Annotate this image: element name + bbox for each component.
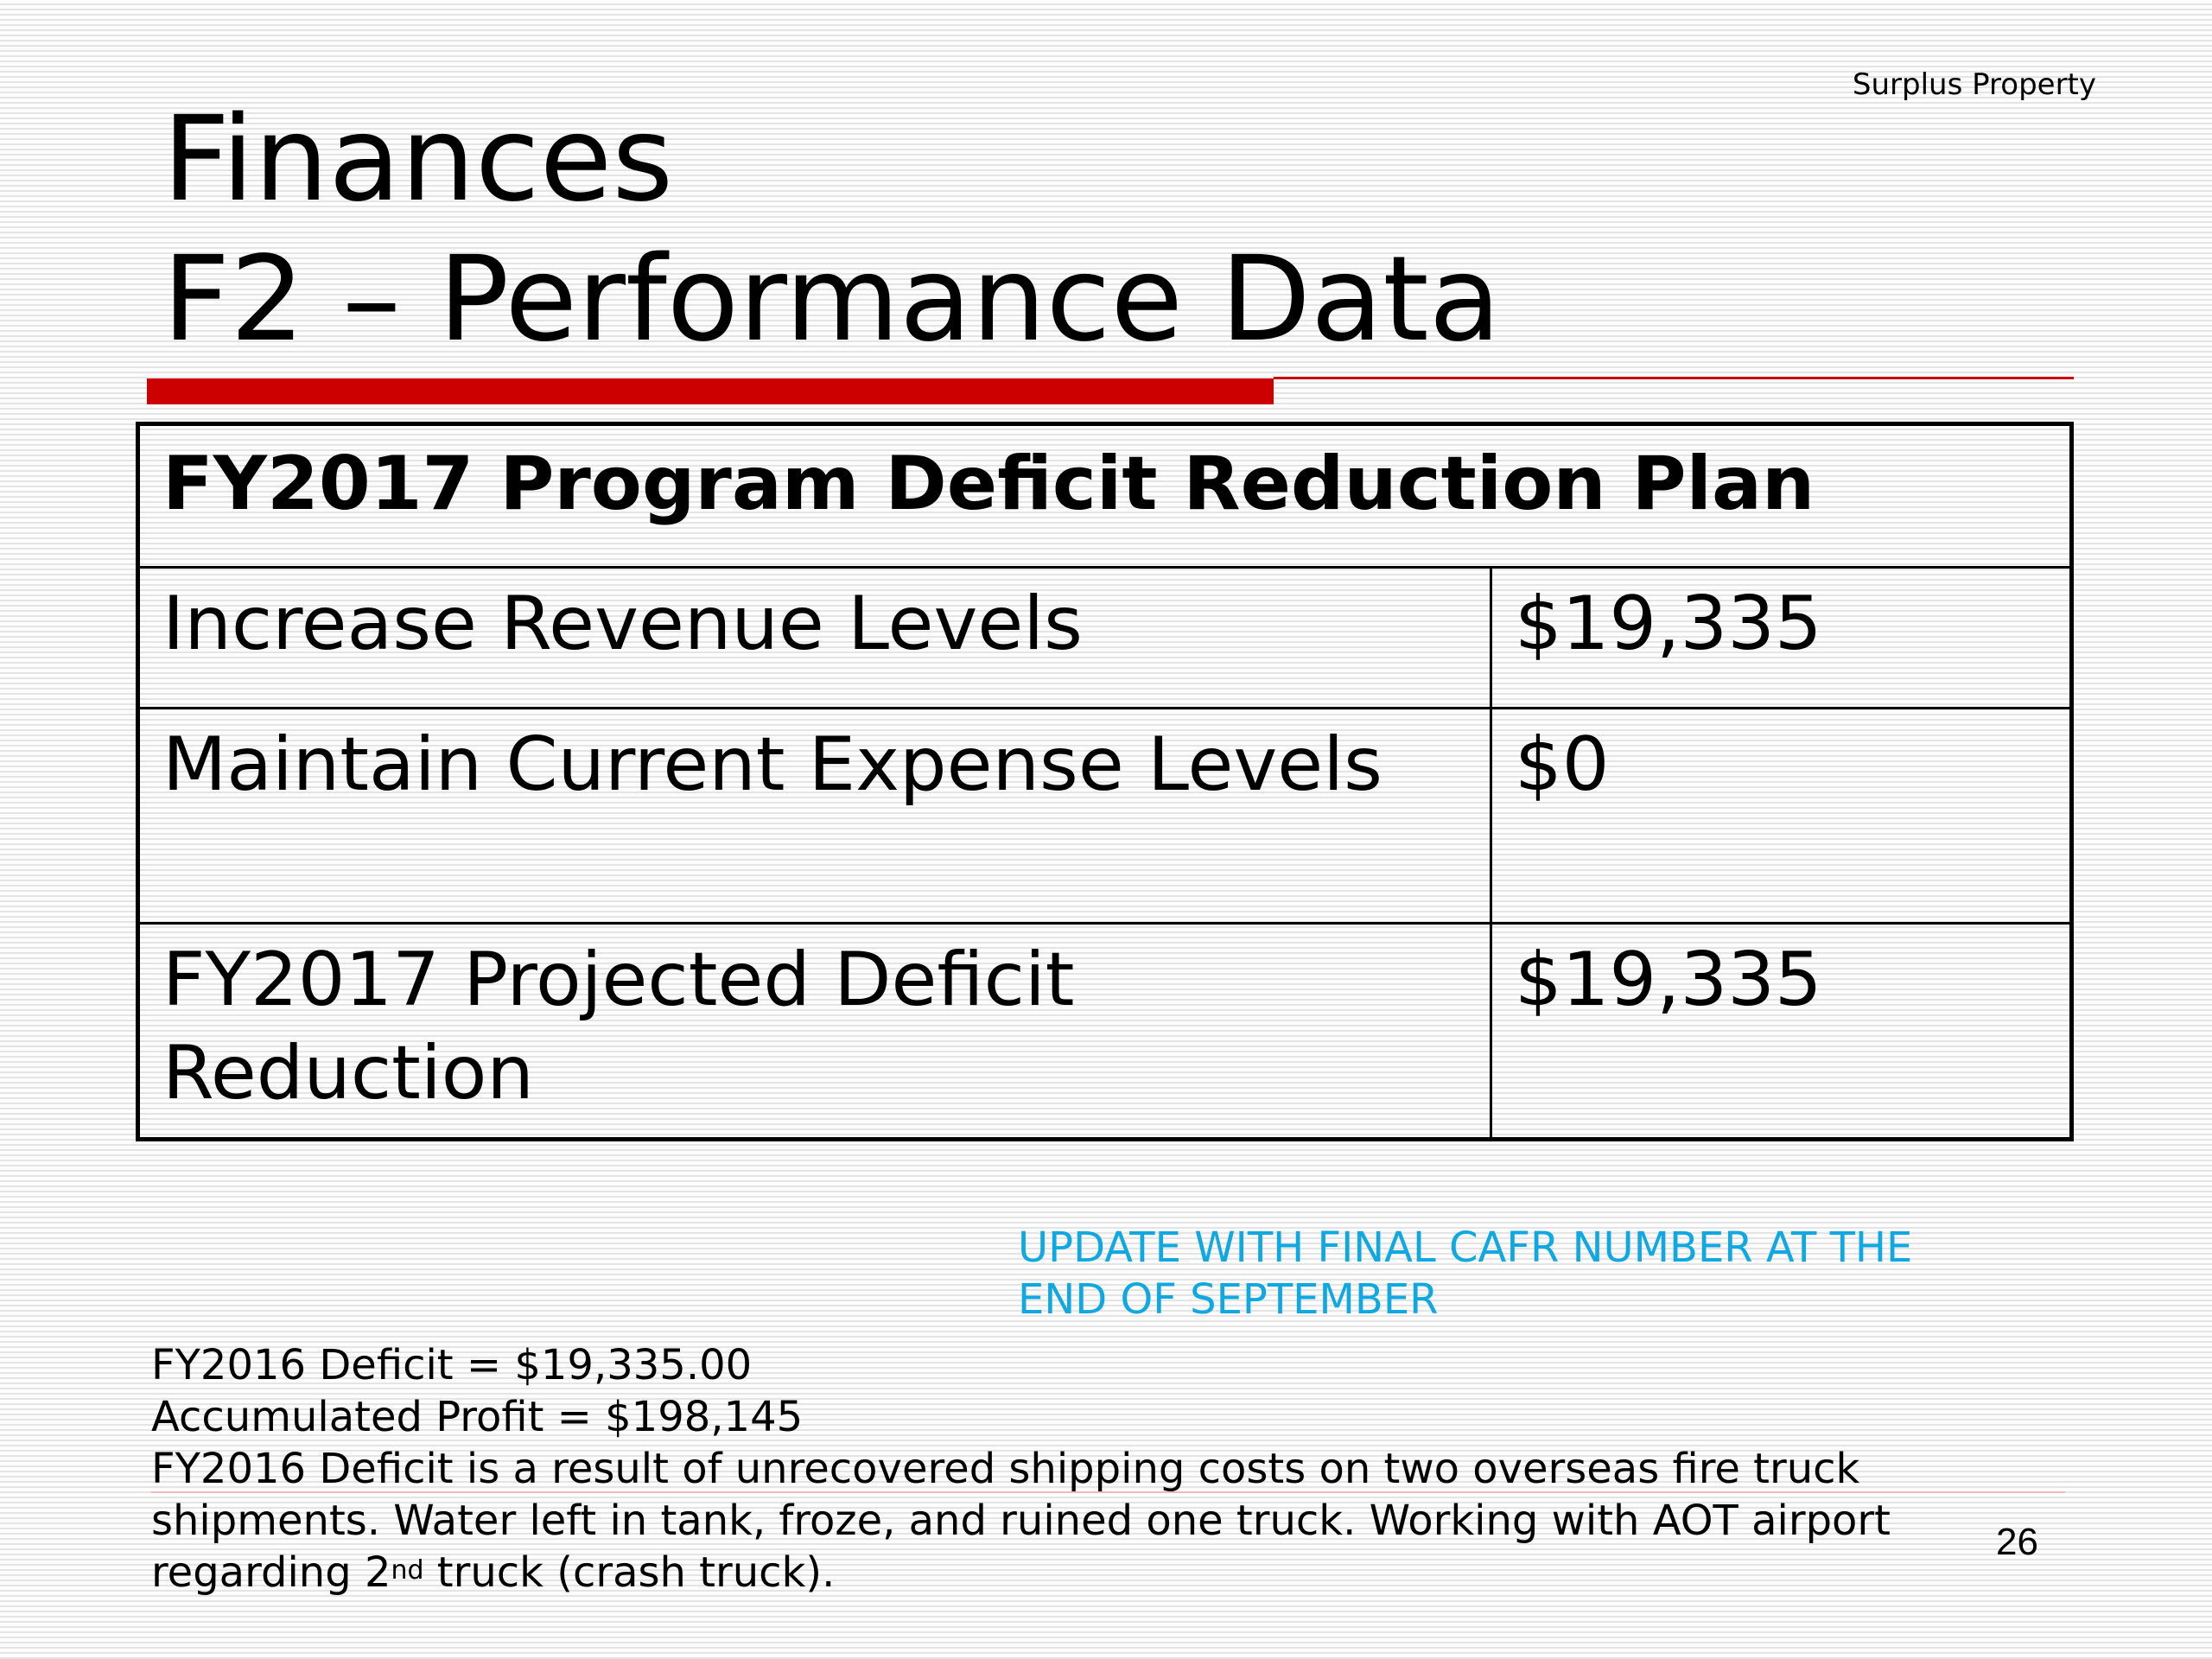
- title-underline-thick: [147, 378, 1274, 404]
- explanation-line-1: FY2016 Deficit is a result of unrecovere…: [151, 1445, 1860, 1493]
- table-heading: FY2017 Program Deficit Reduction Plan: [137, 423, 2073, 569]
- explanation-line-3: regarding 2nd truck (crash truck).: [151, 1547, 2087, 1599]
- deficit-line: FY2016 Deficit = $19,335.00: [151, 1341, 753, 1389]
- explanation-line-3-post: truck (crash truck).: [423, 1548, 836, 1597]
- row-label: Increase Revenue Levels: [137, 566, 1492, 709]
- page-title: Finances F2 – Performance Data: [162, 90, 1501, 370]
- explanation-line-2: shipments. Water left in tank, froze, an…: [151, 1497, 1891, 1545]
- table-row: Maintain Current Expense Levels $0: [137, 707, 2073, 925]
- row-label: Maintain Current Expense Levels: [137, 707, 1492, 925]
- deficit-reduction-table: FY2017 Program Deficit Reduction Plan In…: [136, 422, 2074, 1141]
- row-value: $19,335: [1490, 922, 2073, 1141]
- table-row: FY2017 Projected Deficit Reduction $19,3…: [137, 922, 2073, 1141]
- table-row: Increase Revenue Levels $19,335: [137, 566, 2073, 709]
- update-note-line-2: END OF SEPTEMBER: [1018, 1275, 1439, 1324]
- row-label: FY2017 Projected Deficit Reduction: [137, 922, 1492, 1141]
- divider: [151, 1491, 2065, 1493]
- title-underline-thin: [1274, 377, 2074, 379]
- update-note: UPDATE WITH FINAL CAFR NUMBER AT THE END…: [1018, 1222, 1912, 1325]
- row-value: $19,335: [1490, 566, 2073, 709]
- update-note-line-1: UPDATE WITH FINAL CAFR NUMBER AT THE: [1018, 1224, 1913, 1272]
- table-header-row: FY2017 Program Deficit Reduction Plan: [137, 423, 2073, 569]
- title-line-1: Finances: [162, 92, 674, 228]
- ordinal-suffix: nd: [391, 1555, 424, 1586]
- page-number: 26: [1996, 1521, 2038, 1563]
- profit-line: Accumulated Profit = $198,145: [151, 1393, 804, 1441]
- header-tag: Surplus Property: [1852, 67, 2096, 102]
- row-value: $0: [1490, 707, 2073, 925]
- explanation-line-3-pre: regarding 2: [151, 1548, 391, 1597]
- title-line-2: F2 – Performance Data: [162, 232, 1501, 368]
- footer-notes: FY2016 Deficit = $19,335.00 Accumulated …: [151, 1339, 2087, 1599]
